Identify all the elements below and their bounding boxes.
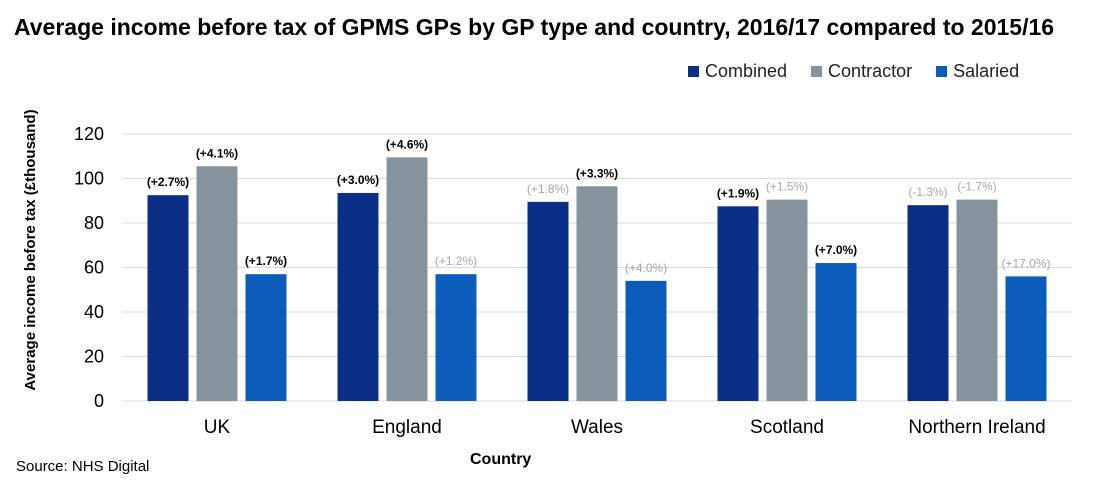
legend-swatch-combined [688, 66, 699, 77]
x-tick-label: Northern Ireland [908, 417, 1045, 438]
data-label: (-1.3%) [908, 185, 947, 199]
y-tick-label: 40 [84, 302, 104, 322]
bar-combined [907, 205, 949, 401]
data-label: (-1.7%) [957, 180, 996, 194]
bar-combined [147, 195, 189, 401]
data-label: (+4.6%) [386, 137, 428, 151]
bar-contractor [576, 186, 618, 401]
bar-combined [717, 206, 759, 401]
bar-contractor [196, 166, 238, 401]
data-label: (+3.0%) [337, 173, 379, 187]
data-label: (+4.0%) [625, 261, 667, 275]
data-label: (+1.2%) [435, 254, 477, 268]
legend-label-combined: Combined [705, 61, 788, 81]
bar-contractor [766, 199, 808, 401]
data-label: (+1.7%) [245, 254, 287, 268]
bar-salaried [625, 280, 667, 401]
bar-salaried [815, 263, 857, 401]
y-axis-title: Average income before tax (£thousand) [22, 109, 39, 390]
data-label: (+4.1%) [196, 146, 238, 160]
legend-label-salaried: Salaried [953, 61, 1020, 81]
legend-item-contractor: Contractor [811, 61, 912, 82]
bar-combined [337, 192, 379, 401]
chart-title: Average income before tax of GPMS GPs by… [14, 14, 1055, 40]
source-note: Source: NHS Digital [16, 458, 150, 475]
data-label: (+2.7%) [147, 175, 189, 189]
data-label: (+1.9%) [717, 186, 759, 200]
y-tick-label: 80 [84, 213, 104, 233]
x-axis-title: Country [470, 451, 532, 468]
legend-swatch-salaried [936, 66, 948, 77]
y-tick-label: 0 [94, 391, 104, 411]
legend-label-contractor: Contractor [828, 61, 913, 81]
y-tick-label: 100 [74, 169, 104, 189]
bar-combined [527, 201, 569, 401]
bar-salaried [1005, 276, 1047, 401]
legend-item-combined: Combined [688, 61, 787, 82]
legend-item-salaried: Salaried [936, 61, 1019, 82]
y-tick-label: 60 [84, 258, 104, 278]
y-tick-label: 120 [74, 124, 104, 144]
bar-salaried [245, 274, 287, 401]
bar-salaried [435, 274, 477, 401]
bar-contractor [386, 157, 428, 401]
x-tick-label: England [372, 417, 442, 438]
data-label: (+17.0%) [1001, 256, 1050, 270]
legend: Combined Contractor Salaried [688, 61, 1019, 82]
data-label: (+7.0%) [815, 243, 857, 257]
x-tick-label: UK [204, 417, 231, 438]
bar-contractor [956, 199, 998, 401]
y-tick-label: 20 [84, 347, 104, 367]
data-label: (+1.8%) [527, 182, 569, 196]
data-label: (+3.3%) [576, 166, 618, 180]
legend-swatch-contractor [811, 66, 823, 77]
data-label: (+1.5%) [766, 180, 808, 194]
x-tick-label: Wales [571, 417, 623, 438]
x-tick-label: Scotland [750, 417, 824, 438]
